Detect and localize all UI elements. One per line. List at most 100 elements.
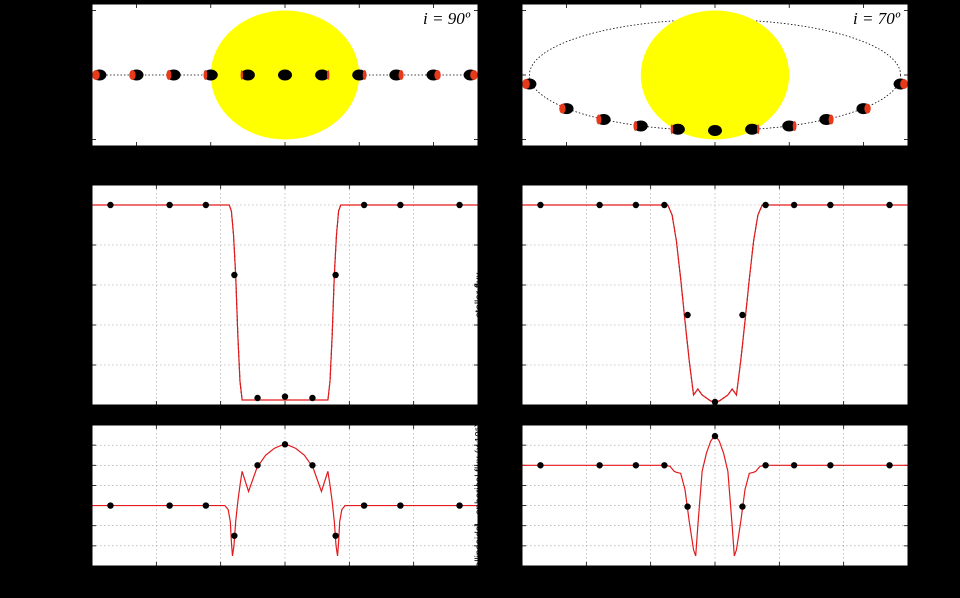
x-tick-label: 180 bbox=[900, 571, 917, 582]
data-point bbox=[231, 271, 238, 279]
planet-dayside bbox=[129, 70, 136, 80]
x-tick-label: 0 bbox=[519, 410, 525, 421]
y-tick-label: 10 bbox=[76, 461, 88, 472]
data-point bbox=[309, 394, 316, 402]
planet-body bbox=[240, 69, 255, 81]
planet-marker bbox=[315, 69, 330, 81]
planet-marker bbox=[389, 69, 404, 81]
planet-body bbox=[278, 69, 292, 81]
data-point bbox=[632, 201, 640, 209]
x-axis-label: x (R⊕) bbox=[270, 166, 300, 177]
planet-dayside bbox=[470, 70, 478, 80]
data-point bbox=[537, 201, 544, 209]
chart-panel-4: 0 30 60 90 120 150 180 -15 -10 -5 0 5 10 15 20 ellipsoi… bbox=[44, 421, 487, 597]
data-point bbox=[886, 462, 893, 469]
x-tick-label: 0 bbox=[712, 151, 718, 162]
planet-body bbox=[352, 69, 367, 81]
data-point bbox=[684, 503, 691, 510]
x-tick-label: 1 bbox=[356, 151, 362, 162]
data-point bbox=[309, 462, 316, 469]
planet-marker bbox=[166, 69, 181, 81]
plot-frame bbox=[91, 3, 479, 147]
planet-dayside bbox=[240, 70, 244, 80]
y-tick-label: 0.996 bbox=[492, 281, 517, 292]
y-tick-label: -5 bbox=[78, 521, 87, 532]
x-tick-label: -1 bbox=[636, 151, 645, 162]
x-tick-label: 30 bbox=[581, 571, 593, 582]
y-tick-label: 0.998 bbox=[492, 241, 517, 252]
x-tick-label: 0 bbox=[519, 571, 525, 582]
data-point bbox=[360, 201, 368, 209]
planet-body bbox=[745, 123, 760, 135]
chart-panel-5: 0 30 60 90 120 150 180 -5 -4 -3 -2 -1 0 1 2 ellipsoidal… bbox=[474, 421, 917, 597]
x-tick-label: 180 bbox=[470, 410, 487, 421]
y-tick-label: 1 bbox=[81, 6, 87, 17]
y-tick-label: 0.996 bbox=[62, 281, 87, 292]
planet-marker bbox=[463, 69, 478, 81]
y-tick-label: 0 bbox=[511, 461, 517, 472]
plot-frame bbox=[521, 424, 909, 567]
planet-marker bbox=[596, 114, 611, 126]
y-tick-label: 0 bbox=[511, 71, 517, 82]
y-tick-label: 2 bbox=[511, 421, 517, 432]
planet-dayside bbox=[434, 70, 441, 80]
data-point bbox=[739, 311, 746, 319]
x-tick-label: 150 bbox=[405, 410, 422, 421]
y-tick-label: -2 bbox=[508, 501, 517, 512]
y-tick-label: 1 bbox=[511, 441, 517, 452]
x-tick-label: -1 bbox=[206, 151, 215, 162]
y-axis-label: stellar flux bbox=[44, 272, 55, 317]
planet-marker bbox=[426, 69, 441, 81]
chart-panel-1: -2 -1 0 1 2 -1 0 1 i = 70º x (R⊕) y (R⊕) bbox=[500, 3, 909, 177]
inclination-label: i = 70º bbox=[853, 9, 901, 28]
data-point bbox=[254, 462, 261, 469]
data-point bbox=[684, 311, 691, 319]
data-point bbox=[456, 201, 463, 209]
x-tick-label: 60 bbox=[645, 571, 657, 582]
x-tick-label: 120 bbox=[341, 571, 358, 582]
y-tick-label: -3 bbox=[508, 521, 517, 532]
x-tick-label: 2 bbox=[861, 151, 867, 162]
data-point bbox=[827, 201, 834, 209]
data-point bbox=[827, 462, 834, 469]
planet-marker bbox=[708, 125, 722, 137]
data-point bbox=[596, 201, 603, 209]
data-point bbox=[107, 201, 114, 209]
planet-marker bbox=[203, 69, 218, 81]
x-tick-label: 120 bbox=[771, 410, 788, 421]
y-tick-label: 20 bbox=[76, 421, 88, 432]
y-tick-label: 15 bbox=[76, 441, 88, 452]
y-tick-label: 1 bbox=[511, 201, 517, 212]
y-axis-label: y (R⊕) bbox=[70, 60, 81, 90]
x-axis-label: x (R⊕) bbox=[700, 166, 730, 177]
planet-dayside bbox=[326, 70, 330, 80]
planet-marker bbox=[745, 123, 760, 135]
chart-panel-0: -2 -1 0 1 2 -1 0 1 i = 90º x (R⊕) y (R⊕) bbox=[70, 3, 479, 177]
y-tick-label: 0.99 bbox=[68, 401, 88, 412]
x-tick-label: 30 bbox=[581, 410, 593, 421]
planet-dayside bbox=[92, 70, 100, 80]
x-axis-label: θ (deg) bbox=[268, 584, 303, 596]
planet-dayside bbox=[900, 79, 908, 90]
x-tick-label: 0 bbox=[282, 151, 288, 162]
data-point bbox=[711, 398, 719, 406]
data-point bbox=[332, 532, 339, 539]
planet-dayside bbox=[756, 124, 760, 135]
y-tick-label: 1 bbox=[511, 6, 517, 17]
data-point bbox=[107, 502, 114, 509]
x-tick-label: 90 bbox=[279, 571, 291, 582]
planet-marker bbox=[893, 78, 908, 90]
plot-frame bbox=[521, 3, 909, 147]
y-tick-label: -1 bbox=[508, 481, 517, 492]
x-tick-label: 30 bbox=[151, 571, 163, 582]
data-point bbox=[202, 201, 210, 209]
planet-dayside bbox=[203, 70, 208, 80]
x-tick-label: 180 bbox=[470, 571, 487, 582]
planet-marker bbox=[782, 120, 797, 132]
x-tick-label: 150 bbox=[835, 410, 852, 421]
planet-body bbox=[633, 120, 648, 132]
x-axis-label: θ (deg) bbox=[698, 584, 733, 596]
planet-dayside bbox=[792, 120, 797, 131]
planet-marker bbox=[278, 69, 292, 81]
